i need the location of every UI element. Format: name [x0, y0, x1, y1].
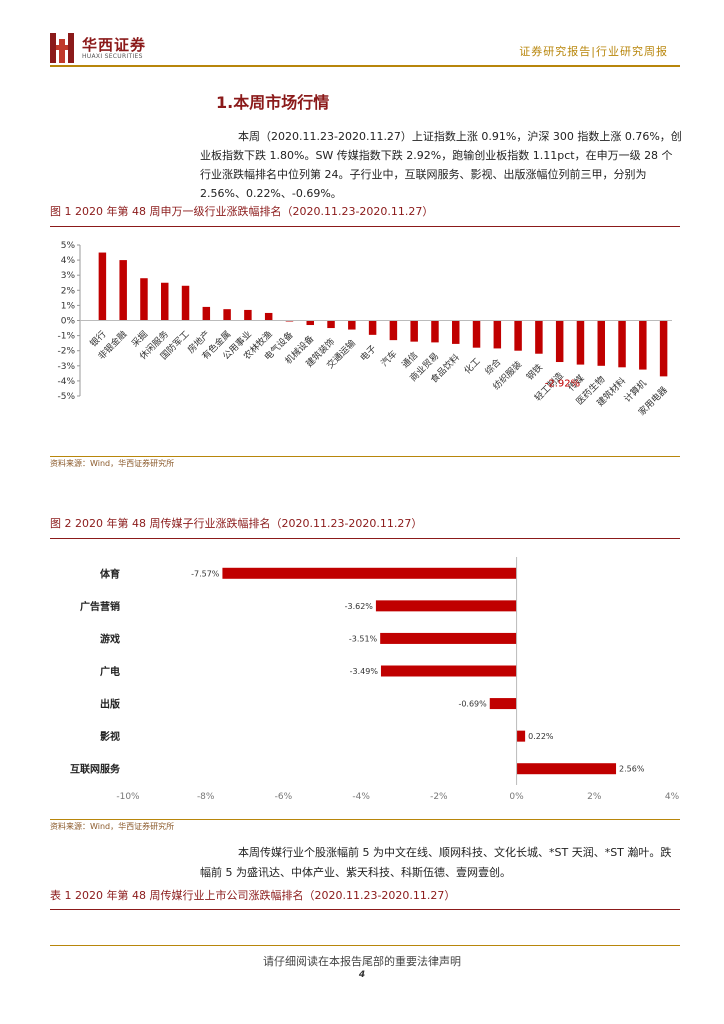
y-tick-label: -5%	[57, 392, 75, 402]
y-tick-label: 3%	[61, 271, 76, 281]
bar-计算机	[639, 320, 647, 370]
bar-国防军工	[181, 285, 190, 321]
report-type: 证券研究报告|行业研究周报	[519, 45, 668, 58]
figure2-bottom-rule	[50, 819, 680, 820]
bar-广电	[380, 665, 517, 677]
y-tick-label: -4%	[57, 377, 75, 387]
y-tick-label: -1%	[57, 332, 75, 342]
bar-农林牧渔	[264, 312, 273, 321]
y-tick-label: -2%	[57, 347, 75, 357]
x-tick-label: 2%	[587, 792, 602, 802]
x-tick-label: -6%	[275, 792, 293, 802]
header-divider	[50, 65, 680, 67]
bar-休闲服务	[161, 282, 169, 321]
data-label: -3.49%	[350, 667, 379, 676]
y-tick-label: 广告营销	[80, 600, 120, 613]
intro-paragraph: 本周（2020.11.23-2020.11.27）上证指数上涨 0.91%，沪深…	[200, 130, 682, 200]
x-tick-label: 钢铁	[524, 361, 545, 382]
bar-互联网服务	[516, 763, 617, 775]
stock-ranking-paragraph: 本周传媒行业个股涨幅前 5 为中文在线、顺网科技、文化长城、*ST 天润、*ST…	[200, 846, 672, 879]
bar-游戏	[380, 632, 517, 644]
x-tick-label: -8%	[197, 792, 215, 802]
x-tick-label: -10%	[116, 792, 140, 802]
bar-综合	[493, 320, 502, 349]
data-label: -3.62%	[345, 602, 374, 611]
table1-top-rule	[50, 909, 680, 910]
footer-legal-note: 请仔细阅读在本报告尾部的重要法律声明	[263, 955, 461, 968]
bar-钢铁	[535, 320, 543, 354]
bar-有色金属	[223, 309, 231, 321]
data-label: -0.69%	[458, 700, 487, 709]
bar-非银金融	[119, 260, 127, 321]
bar-家用电器	[659, 320, 668, 377]
bar-医药生物	[597, 320, 605, 366]
y-tick-label: -3%	[57, 362, 75, 372]
bar-采掘	[140, 278, 148, 321]
figure2-source: 资料来源：Wind，华西证券研究所	[50, 822, 175, 831]
data-label: -7.57%	[191, 569, 220, 578]
bar-食品饮料	[452, 320, 460, 344]
bar-传媒	[576, 320, 585, 365]
x-tick-label: 汽车	[378, 348, 399, 369]
x-tick-label: 4%	[665, 792, 680, 802]
bar-公用事业	[244, 309, 252, 321]
section-title: 1.本周市场行情	[216, 93, 330, 112]
logo-mark-icon	[50, 33, 74, 63]
y-tick-label: 出版	[100, 698, 120, 711]
bar-汽车	[389, 320, 398, 341]
bar-体育	[222, 567, 517, 579]
y-tick-label: 影视	[100, 730, 120, 743]
y-tick-label: 4%	[61, 256, 76, 266]
x-tick-label: 电子	[358, 342, 379, 363]
figure1-bottom-rule	[50, 456, 680, 457]
bar-建筑材料	[618, 320, 626, 368]
figure2-chart: 体育 -7.57% 广告营销 -3.62% 游戏 -3.51% 广电 -3.49% 出版 -0.6…	[70, 557, 680, 802]
table1-title: 表 1 2020 年第 48 周传媒行业上市公司涨跌幅排名（2020.11.23…	[50, 889, 456, 902]
bar-影视	[516, 730, 526, 742]
y-tick-label: 1%	[61, 301, 76, 311]
bar-房地产	[202, 306, 211, 321]
bar-交通运输	[348, 320, 356, 330]
bar-机械设备	[306, 320, 314, 326]
bar-电子	[368, 320, 377, 335]
bar-纺织服装	[514, 320, 522, 351]
bar-建筑装饰	[327, 320, 335, 329]
y-tick-label: 游戏	[100, 632, 120, 645]
x-tick-label: 0%	[509, 792, 524, 802]
x-tick-label: 综合	[482, 356, 503, 377]
x-tick-label: -4%	[352, 792, 370, 802]
y-tick-label: 广电	[100, 665, 120, 678]
figure1-source: 资料来源：Wind，华西证券研究所	[50, 459, 175, 468]
bar-出版	[489, 698, 517, 710]
y-tick-label: 5%	[61, 241, 76, 251]
y-tick-label: 0%	[61, 317, 76, 327]
y-tick-label: 2%	[61, 286, 76, 296]
bar-化工	[472, 320, 481, 348]
bar-商业贸易	[431, 320, 439, 343]
data-label: -3.51%	[349, 634, 378, 643]
footer-divider	[50, 945, 680, 946]
bar-广告营销	[375, 600, 517, 612]
logo-text-cn: 华西证券	[82, 36, 147, 54]
figure1-top-rule	[50, 226, 680, 227]
figure1-title: 图 1 2020 年第 48 周申万一级行业涨跌幅排名（2020.11.23-2…	[50, 205, 434, 218]
data-label: -2.92%	[545, 379, 580, 390]
bar-轻工制造	[555, 320, 564, 363]
y-tick-label: 体育	[100, 567, 120, 580]
data-label: 2.56%	[619, 765, 645, 774]
bar-通信	[410, 320, 418, 342]
logo-text-en: HUAXI SECURITIES	[82, 53, 143, 60]
page-number: 4	[358, 970, 366, 980]
figure2-top-rule	[50, 538, 680, 539]
bar-银行	[98, 252, 107, 321]
x-tick-label: -2%	[430, 792, 448, 802]
x-tick-label: 化工	[461, 355, 482, 376]
figure2-title: 图 2 2020 年第 48 周传媒子行业涨跌幅排名（2020.11.23-20…	[50, 517, 423, 530]
data-label: 0.22%	[528, 732, 554, 741]
y-tick-label: 互联网服务	[70, 763, 121, 776]
